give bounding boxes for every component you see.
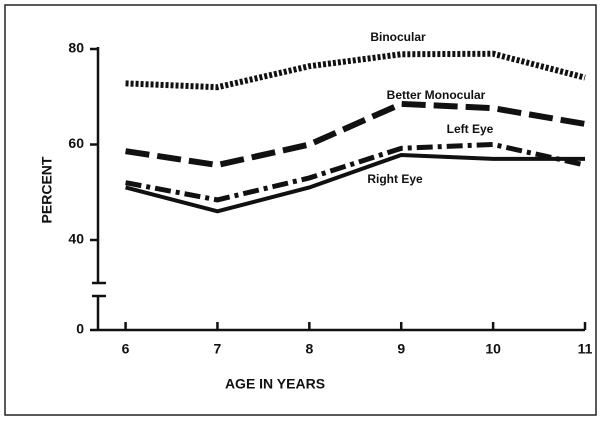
- x-tick-label: 8: [305, 341, 313, 357]
- series-label: Left Eye: [447, 122, 494, 136]
- x-tick-label: 9: [397, 341, 405, 357]
- line-series: [125, 141, 586, 203]
- x-tick-label: 10: [485, 341, 501, 357]
- x-tick-label: 7: [214, 341, 222, 357]
- line-series: [125, 50, 586, 91]
- x-tick-label: 11: [578, 341, 593, 357]
- x-axis-label: AGE IN YEARS: [225, 376, 325, 392]
- y-axis-label: PERCENT: [39, 156, 55, 223]
- x-tick-label: 6: [122, 341, 130, 357]
- series-label: Binocular: [370, 30, 426, 44]
- frame: [4, 4, 597, 416]
- y-tick-label: 0: [76, 321, 84, 337]
- line-series: [125, 152, 585, 214]
- series-label: Right Eye: [367, 172, 423, 186]
- y-tick-label: 60: [68, 135, 84, 151]
- y-tick-label: 80: [68, 40, 84, 56]
- line-series: [125, 100, 586, 169]
- y-tick-label: 40: [68, 231, 84, 247]
- series-label: Better Monocular: [387, 88, 486, 102]
